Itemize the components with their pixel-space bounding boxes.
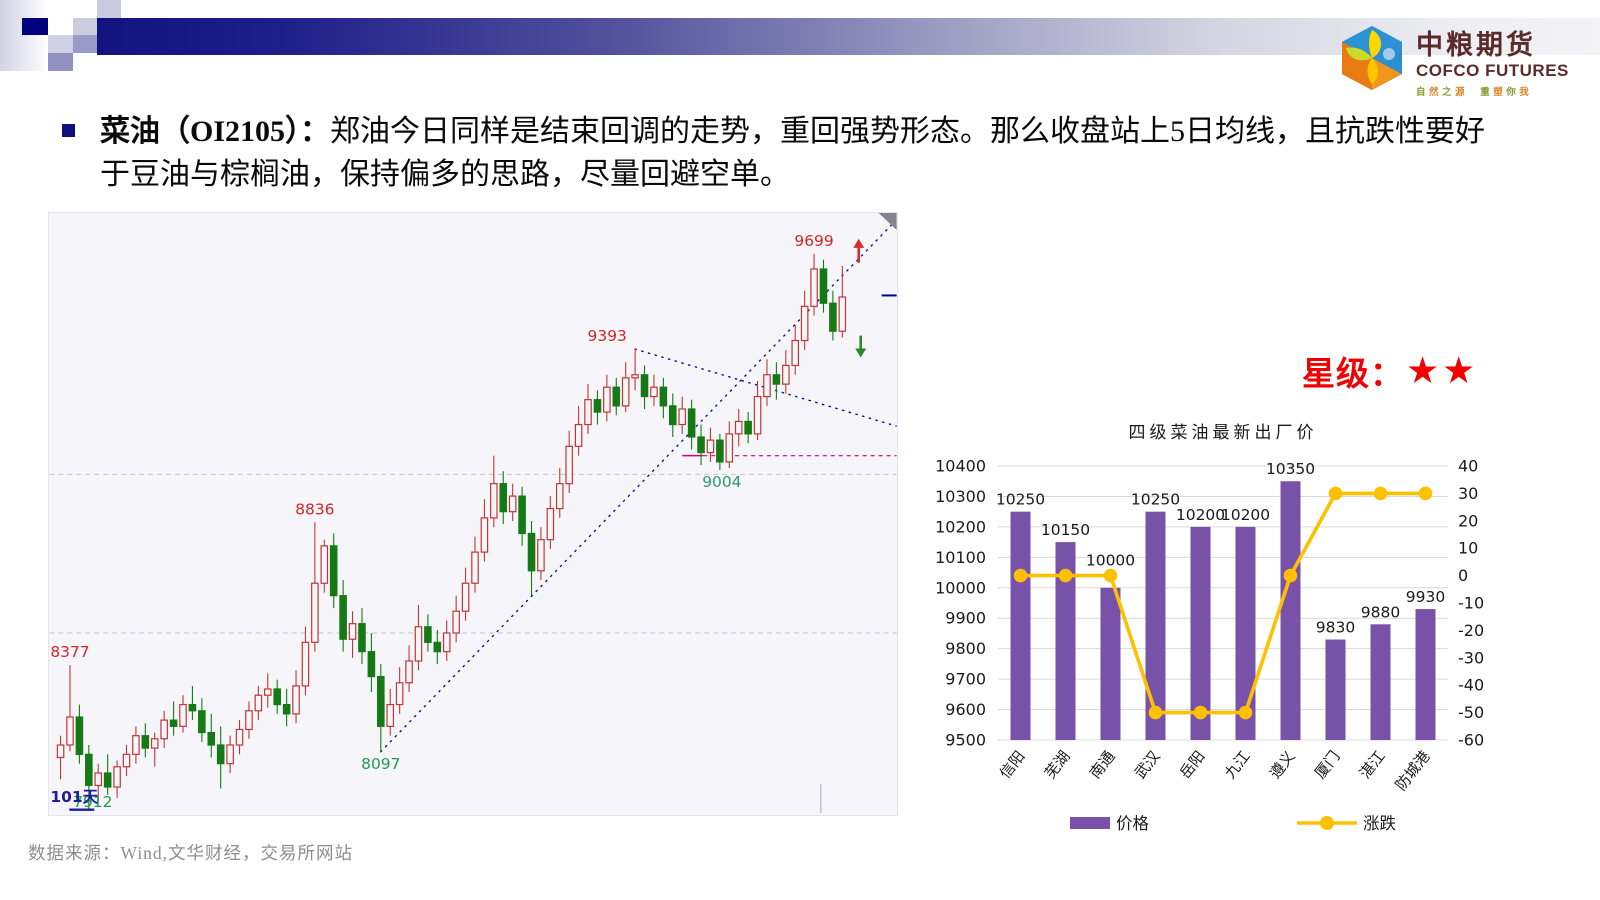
svg-text:10150: 10150 (1041, 521, 1090, 539)
svg-text:-60: -60 (1458, 731, 1484, 750)
logo-title-en: COFCO FUTURES (1416, 61, 1569, 80)
svg-text:涨跌: 涨跌 (1363, 814, 1396, 833)
svg-text:9004: 9004 (702, 473, 741, 491)
cofco-logo-icon (1342, 26, 1402, 90)
svg-text:岳阳: 岳阳 (1177, 748, 1209, 782)
svg-text:0: 0 (1458, 566, 1468, 585)
svg-text:7912: 7912 (73, 793, 112, 811)
candlestick-chart: 8377 7912 8836 8097 9393 9004 9699 101天 (49, 213, 897, 814)
svg-text:南通: 南通 (1087, 748, 1119, 782)
star-icons: ★★ (1406, 350, 1479, 392)
svg-text:-50: -50 (1458, 703, 1484, 722)
logo-title-cn: 中粮期货 (1416, 30, 1536, 60)
svg-text:101天: 101天 (50, 788, 98, 806)
price-combo-chart: 四级菜油最新出厂价 9500 9600 9700 9800 9900 10000 10100 1… (935, 423, 1484, 833)
svg-text:武汉: 武汉 (1132, 748, 1164, 782)
svg-text:湛江: 湛江 (1357, 748, 1389, 782)
svg-text:9700: 9700 (945, 670, 986, 689)
deco-gradient-strip (0, 0, 48, 71)
svg-text:防城港: 防城港 (1393, 748, 1434, 794)
svg-text:信阳: 信阳 (997, 748, 1029, 782)
svg-text:9699: 9699 (794, 232, 833, 250)
headline-lead: 菜油（OI2105）： (100, 115, 331, 148)
deco-square (22, 18, 48, 35)
svg-text:四级菜油最新出厂价: 四级菜油最新出厂价 (1129, 423, 1318, 442)
svg-text:9393: 9393 (588, 327, 627, 345)
cofco-logo: 中粮期货 COFCO FUTURES 自然之源 重塑你我 (1334, 24, 1569, 98)
svg-text:价格: 价格 (1116, 814, 1150, 833)
price-combo-chart-panel: 四级菜油最新出厂价 9500 9600 9700 9800 9900 10000 10100 1… (920, 418, 1540, 838)
svg-text:9900: 9900 (945, 609, 986, 628)
deco-square (73, 35, 97, 53)
data-source-note: 数据来源：Wind,文华财经，交易所网站 (28, 843, 354, 863)
svg-text:8377: 8377 (50, 643, 89, 661)
svg-text:9500: 9500 (945, 731, 986, 750)
deco-square (48, 35, 73, 53)
svg-text:10200: 10200 (935, 517, 986, 536)
star-rating: 星级： ★★ (1302, 347, 1478, 395)
svg-text:10300: 10300 (935, 487, 986, 506)
deco-square (48, 53, 73, 71)
svg-text:10250: 10250 (1131, 491, 1180, 509)
bullet-square (62, 124, 75, 137)
svg-text:9830: 9830 (1316, 619, 1355, 637)
svg-text:10200: 10200 (1221, 506, 1270, 524)
svg-text:遵义: 遵义 (1266, 747, 1299, 782)
svg-text:10100: 10100 (935, 548, 986, 567)
svg-text:8097: 8097 (361, 755, 400, 773)
svg-text:芜湖: 芜湖 (1042, 748, 1074, 782)
svg-text:10: 10 (1458, 539, 1478, 558)
svg-text:9880: 9880 (1361, 603, 1400, 621)
svg-text:10400: 10400 (935, 457, 986, 476)
logo-tagline: 自然之源 重塑你我 (1416, 87, 1533, 98)
deco-square (73, 18, 97, 35)
svg-text:10000: 10000 (935, 578, 986, 597)
svg-text:40: 40 (1458, 457, 1478, 476)
svg-text:10350: 10350 (1266, 460, 1315, 478)
star-rating-label: 星级： (1302, 357, 1404, 393)
svg-text:30: 30 (1458, 484, 1478, 503)
candlestick-chart-panel: 8377 7912 8836 8097 9393 9004 9699 101天 (48, 212, 898, 816)
svg-text:-20: -20 (1458, 621, 1484, 640)
headline-text: 菜油（OI2105）：郑油今日同样是结束回调的走势，重回强势形态。那么收盘站上5… (100, 110, 1502, 196)
svg-text:10000: 10000 (1086, 552, 1135, 570)
svg-text:20: 20 (1458, 511, 1478, 530)
svg-text:9600: 9600 (945, 700, 986, 719)
svg-text:9930: 9930 (1406, 588, 1445, 606)
svg-text:9800: 9800 (945, 639, 986, 658)
deco-square (97, 0, 121, 18)
svg-text:-40: -40 (1458, 676, 1484, 695)
svg-text:10250: 10250 (996, 491, 1045, 509)
svg-text:8836: 8836 (295, 500, 334, 518)
svg-text:九江: 九江 (1222, 748, 1254, 782)
svg-text:厦门: 厦门 (1312, 748, 1344, 782)
svg-text:10200: 10200 (1176, 506, 1225, 524)
headline-body: 郑油今日同样是结束回调的走势，重回强势形态。那么收盘站上5日均线，且抗跌性要好于… (100, 115, 1486, 191)
svg-text:-10: -10 (1458, 594, 1484, 613)
svg-text:-30: -30 (1458, 648, 1484, 667)
